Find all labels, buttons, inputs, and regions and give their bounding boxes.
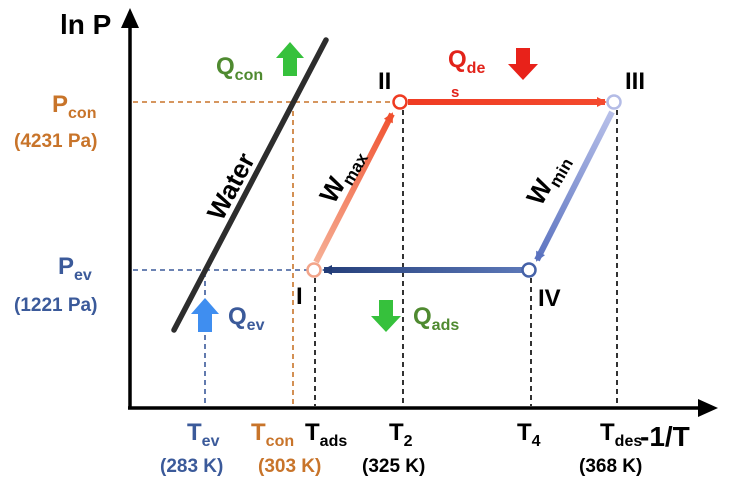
path-iii-to-iv xyxy=(534,110,615,262)
p-ev-label: Pev xyxy=(58,253,92,284)
t-ev-value: (283 K) xyxy=(160,456,223,477)
t-ev-label: Tev xyxy=(187,419,220,450)
water-saturation-line xyxy=(171,37,329,333)
state-label-iv: IV xyxy=(538,285,561,312)
state-point-ii xyxy=(392,94,408,110)
guide-lines xyxy=(133,101,618,406)
y-axis xyxy=(121,8,139,408)
state-point-i xyxy=(306,262,322,278)
state-point-iv xyxy=(521,262,537,278)
t-2-label: T2 xyxy=(389,419,413,450)
q-con-label: Qcon xyxy=(216,53,263,84)
q-ev-up-arrow-icon xyxy=(191,298,219,332)
t-4-label: T4 xyxy=(517,419,541,450)
state-label-ii: II xyxy=(378,68,391,95)
q-ads-label: Qads xyxy=(413,303,459,334)
path-i-to-ii xyxy=(313,112,395,264)
t-des-value: (368 K) xyxy=(579,456,642,477)
state-label-i: I xyxy=(296,283,303,310)
q-con-up-arrow-icon xyxy=(276,42,304,76)
t-des-label: Tdes xyxy=(600,419,642,450)
p-con-value: (4231 Pa) xyxy=(14,131,97,152)
t-con-value: (303 K) xyxy=(258,456,321,477)
q-des-label: Qde xyxy=(448,46,485,77)
state-point-iii xyxy=(606,94,622,110)
state-label-iii: III xyxy=(625,68,645,95)
p-con-label: Pcon xyxy=(52,91,96,122)
q-des-sub-s: s xyxy=(451,84,459,101)
q-ads-down-arrow-icon xyxy=(371,300,401,332)
q-des-down-arrow-icon xyxy=(508,48,538,80)
p-ev-value: (1221 Pa) xyxy=(14,295,97,316)
t-ads-label: Tads xyxy=(305,419,347,450)
x-axis xyxy=(128,399,718,417)
y-axis-label: ln P xyxy=(60,9,111,40)
t-2-value: (325 K) xyxy=(362,456,425,477)
q-ev-label: Qev xyxy=(228,303,265,334)
t-con-label: Tcon xyxy=(251,419,294,450)
x-axis-label: -1/T xyxy=(640,421,690,452)
